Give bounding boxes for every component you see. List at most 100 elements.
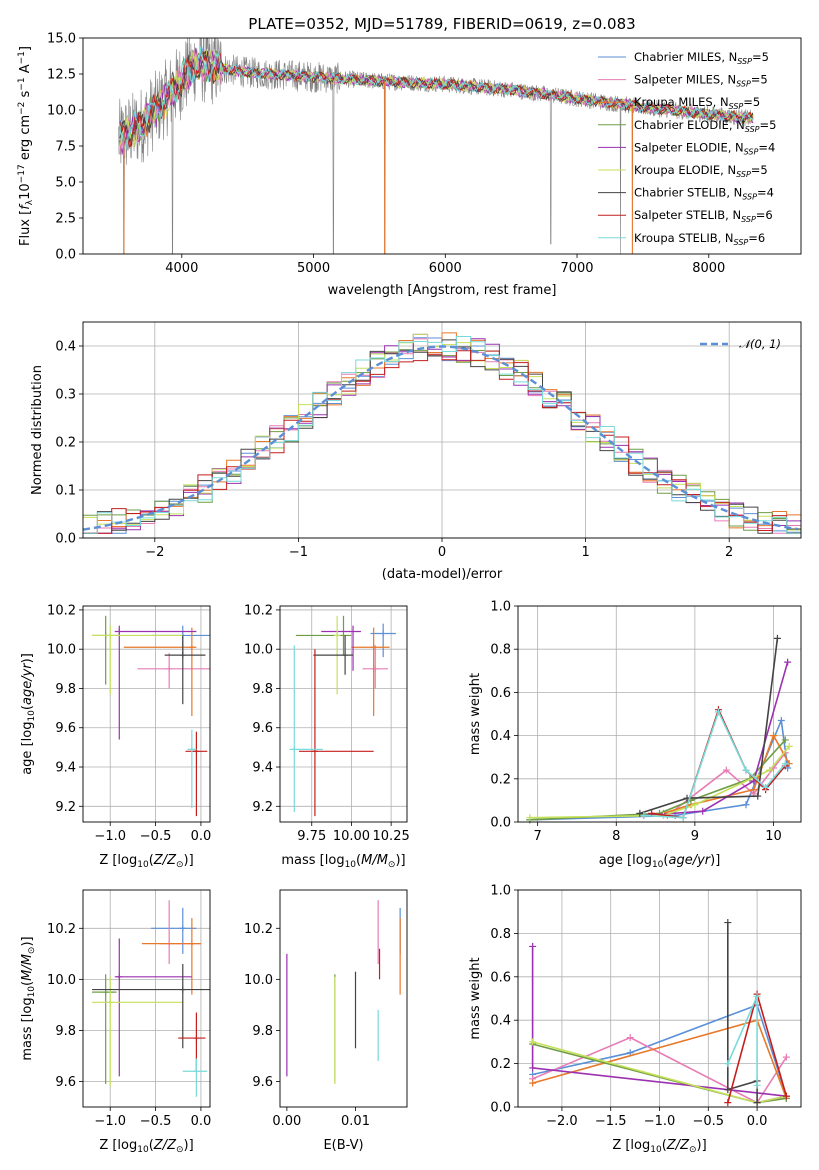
axes-frame: [82, 37, 802, 255]
x-axis-label: age [log10(age/yr)]: [599, 853, 721, 870]
x-tick-label: −0.5: [140, 1114, 172, 1129]
y-tick-label: 12.5: [47, 68, 76, 83]
legend-label: 𝒩(0, 1): [739, 337, 781, 351]
spectrum-model-line: [119, 50, 754, 146]
data-point: [529, 1064, 537, 1072]
legend-label: Salpeter ELODIE, NSSP=4: [634, 140, 775, 156]
data-point: [380, 630, 387, 637]
y-tick-label: 7.5: [55, 140, 76, 155]
y-tick-label: 9.6: [55, 1075, 76, 1090]
y-tick-label: 9.8: [252, 1024, 273, 1039]
y-tick-label: 0.6: [490, 686, 511, 701]
y-tick-label: 0.0: [55, 248, 76, 263]
data-point: [107, 632, 114, 639]
x-tick-label: 0: [438, 545, 446, 560]
data-point: [291, 746, 298, 753]
y-tick-label: 9.2: [55, 800, 76, 815]
data-point: [179, 652, 186, 659]
data-point: [773, 634, 781, 642]
y-tick-label: 10.2: [244, 603, 273, 618]
massweight_vs_age-panel: 7 8 9 10 0.0 0.2 0.4 0.6 0.8 1.0 age [log10(age/yr…: [468, 600, 802, 870]
y-tick-label: 0.0: [490, 816, 511, 831]
x-tick-label: 0.01: [341, 1114, 370, 1129]
x-tick-label: 0.0: [747, 1114, 768, 1129]
data-point: [762, 783, 770, 791]
axes-frame: [82, 605, 211, 823]
y-tick-label: 0.2: [55, 436, 76, 451]
data-point: [724, 1086, 732, 1094]
data-point: [724, 1099, 732, 1107]
data-point: [193, 1035, 200, 1042]
x-axis-label: Z [log10(Z/Z⊙)]: [612, 1138, 706, 1155]
data-point: [782, 1053, 790, 1061]
legend-label: Chabrier STELIB, NSSP=4: [634, 186, 774, 202]
x-tick-label: −1.0: [94, 829, 126, 844]
y-tick-label: 0.8: [490, 643, 511, 658]
data-point: [777, 716, 785, 724]
y-axis-label: age [log10(age/yr)]: [20, 653, 37, 775]
data-point: [766, 766, 774, 774]
y-tick-label: 5.0: [55, 176, 76, 191]
y-axis-label: Flux [fλ10−17 erg cm−2 s−1 A−1]: [17, 46, 35, 246]
y-tick-label: 9.2: [252, 800, 273, 815]
figure-title: PLATE=0352, MJD=51789, FIBERID=0619, z=0…: [248, 15, 635, 33]
data-point: [679, 814, 687, 822]
y-tick-label: 10.2: [47, 603, 76, 618]
legend-label: Kroupa MILES, NSSP=5: [634, 95, 760, 111]
x-tick-label: −2.0: [546, 1114, 578, 1129]
data-point: [722, 766, 730, 774]
y-axis-label: mass weight: [468, 957, 483, 1039]
x-tick-label: 10.25: [373, 829, 410, 844]
data-point: [750, 786, 758, 794]
y-tick-label: 0.8: [490, 927, 511, 942]
data-point: [334, 632, 341, 639]
y-tick-label: 10.0: [47, 973, 76, 988]
spectrum-model-line: [119, 46, 754, 150]
spectrum-model-line: [119, 52, 754, 148]
data-point: [754, 792, 762, 800]
y-axis-label: mass [log10(M/M⊙)]: [20, 936, 37, 1060]
y-tick-label: 1.0: [490, 600, 511, 615]
x-tick-label: 9: [691, 829, 699, 844]
age_vs_Z-panel: −1.0 −0.5 0.0 9.2 9.4 9.6 9.8 10.0 10.2 Z [log10(…: [20, 603, 211, 870]
mass-weight-line: [643, 661, 789, 817]
data-point: [753, 992, 761, 1000]
y-tick-label: 1.0: [490, 884, 511, 899]
x-tick-label: −1.5: [595, 1114, 627, 1129]
data-point: [370, 644, 377, 651]
data-point: [342, 652, 349, 659]
data-point: [188, 940, 195, 947]
y-tick-label: 10.0: [47, 104, 76, 119]
y-tick-label: 9.4: [252, 761, 273, 776]
x-axis-label: Z [log10(Z/Z⊙)]: [99, 1138, 193, 1155]
y-tick-label: 9.8: [252, 682, 273, 697]
x-tick-label: 9.75: [297, 829, 326, 844]
data-point: [350, 628, 357, 635]
y-tick-label: 10.0: [244, 973, 273, 988]
data-point: [529, 1079, 537, 1087]
x-tick-label: −0.5: [693, 1114, 725, 1129]
y-tick-label: 10.2: [244, 922, 273, 937]
data-point: [640, 812, 648, 820]
y-tick-label: 0.0: [490, 1101, 511, 1116]
y-tick-label: 9.8: [55, 1024, 76, 1039]
panels: 4000 5000 6000 7000 80000.02.55.07.510.012.5…: [17, 32, 802, 1155]
data-point: [529, 1038, 537, 1046]
data-point: [753, 1081, 761, 1089]
data-point: [636, 809, 644, 817]
massweight_vs_Z-panel: −2.0 −1.5 −1.0 −0.5 0.0 0.0 0.2 0.4 0.6 0.8 1.0 Z […: [468, 884, 802, 1155]
x-axis-label: mass [log10(M/M⊙)]: [281, 853, 405, 870]
x-tick-label: 0.0: [191, 829, 212, 844]
data-point: [526, 814, 534, 822]
mass_vs_Z-panel: −1.0 −0.5 0.0 9.6 9.8 10.0 10.2 Z [log10(Z/Z⊙)]…: [20, 889, 211, 1155]
mass-weight-line: [643, 709, 786, 819]
x-tick-label: 0.00: [272, 1114, 301, 1129]
legend-label: Kroupa ELODIE, NSSP=5: [634, 163, 768, 179]
y-axis-label: Normed distribution: [30, 365, 45, 495]
y-tick-label: 0.6: [490, 970, 511, 985]
data-point: [781, 736, 789, 744]
x-tick-label: 8000: [692, 261, 725, 276]
legend-label: Kroupa STELIB, NSSP=6: [634, 231, 765, 247]
y-tick-label: 9.6: [252, 721, 273, 736]
